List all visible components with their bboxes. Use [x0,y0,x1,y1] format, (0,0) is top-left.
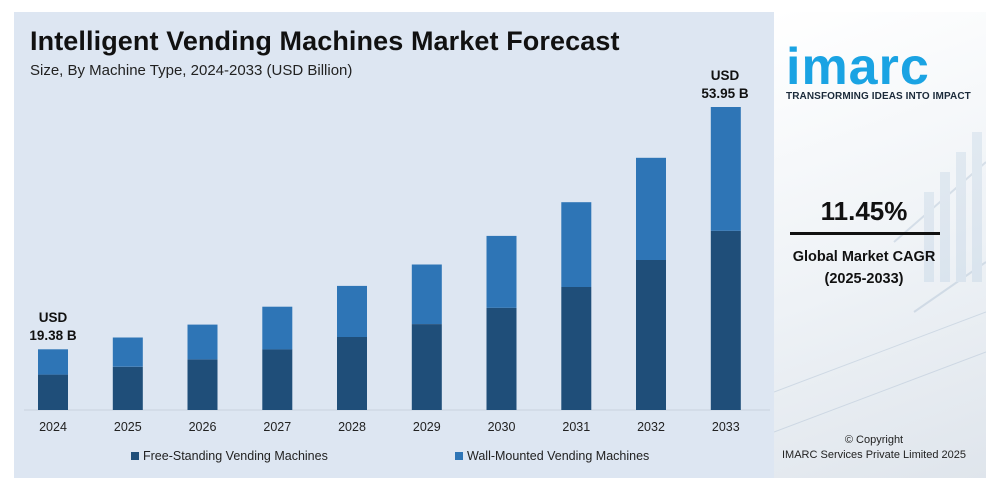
legend-swatch-wall-mounted [455,452,463,460]
cagr-label-line2: (2025-2033) [824,271,904,287]
cagr-label-line1: Global Market CAGR [792,249,936,265]
x-tick-label-2024: 2024 [39,420,67,434]
bars-group [38,107,741,410]
legend-swatch-free-standing [131,452,139,460]
chart-title: Intelligent Vending Machines Market Fore… [30,26,620,56]
bar-2026-free-standing [187,359,218,410]
copyright-line2: IMARC Services Private Limited 2025 [781,449,966,461]
side-panel [774,12,986,478]
last-bar-total-label: 53.95 B [701,86,749,101]
bar-2031-free-standing [561,287,592,410]
copyright: © Copyright IMARC Services Private Limit… [776,433,972,463]
bar-2025-wall-mounted [112,337,143,367]
x-tick-label-2032: 2032 [637,420,665,434]
imarc-logo: imarc [786,38,930,96]
cagr-divider [790,232,940,235]
x-tick-label-2033: 2033 [712,420,740,434]
legend-label-free-standing: Free-Standing Vending Machines [143,449,328,463]
bar-2032-wall-mounted [636,157,666,260]
chart-subtitle: Size, By Machine Type, 2024-2033 (USD Bi… [30,62,353,79]
copyright-line1: © Copyright [844,434,904,446]
x-tick-label-2025: 2025 [114,420,142,434]
bar-2029-wall-mounted [411,264,442,324]
legend-item-wall-mounted: Wall-Mounted Vending Machines [455,447,649,465]
x-tick-label-2028: 2028 [338,420,366,434]
bar-2030-wall-mounted [486,235,517,308]
bar-2033-wall-mounted [710,107,741,231]
bar-2030-free-standing [486,307,517,410]
x-tick-label-2029: 2029 [413,420,441,434]
first-bar-total-label: 19.38 B [29,328,77,343]
legend-item-free-standing: Free-Standing Vending Machines [131,447,328,465]
brand-tagline: TRANSFORMING IDEAS INTO IMPACT [786,91,971,102]
bar-2025-free-standing [112,366,143,410]
bar-2026-wall-mounted [187,324,218,360]
x-tick-labels: 2024 2025 2026 2027 2028 2029 2030 2031 2032 2033 [39,420,740,434]
bar-2024-wall-mounted [38,349,68,375]
bar-2029-free-standing [411,324,442,410]
last-bar-currency-label: USD [711,68,740,83]
bar-2032-free-standing [636,260,666,410]
bar-2027-free-standing [262,349,293,410]
x-tick-label-2030: 2030 [488,420,516,434]
logo-wordmark: imarc [786,38,930,96]
x-tick-label-2027: 2027 [263,420,291,434]
legend-label-wall-mounted: Wall-Mounted Vending Machines [467,449,650,463]
cagr-value: 11.45% [820,196,908,226]
x-tick-label-2026: 2026 [189,420,217,434]
bar-2027-wall-mounted [262,306,293,350]
bar-2031-wall-mounted [561,202,592,287]
bar-2033-free-standing [710,230,741,410]
bar-2028-wall-mounted [337,285,367,337]
x-tick-label-2031: 2031 [562,420,590,434]
bar-2028-free-standing [337,337,367,410]
cagr-label: Global Market CAGR (2025-2033) [776,246,952,290]
bar-2024-free-standing [38,374,68,410]
first-bar-currency-label: USD [39,310,68,325]
decorative-background-chart-icon [774,132,986,433]
